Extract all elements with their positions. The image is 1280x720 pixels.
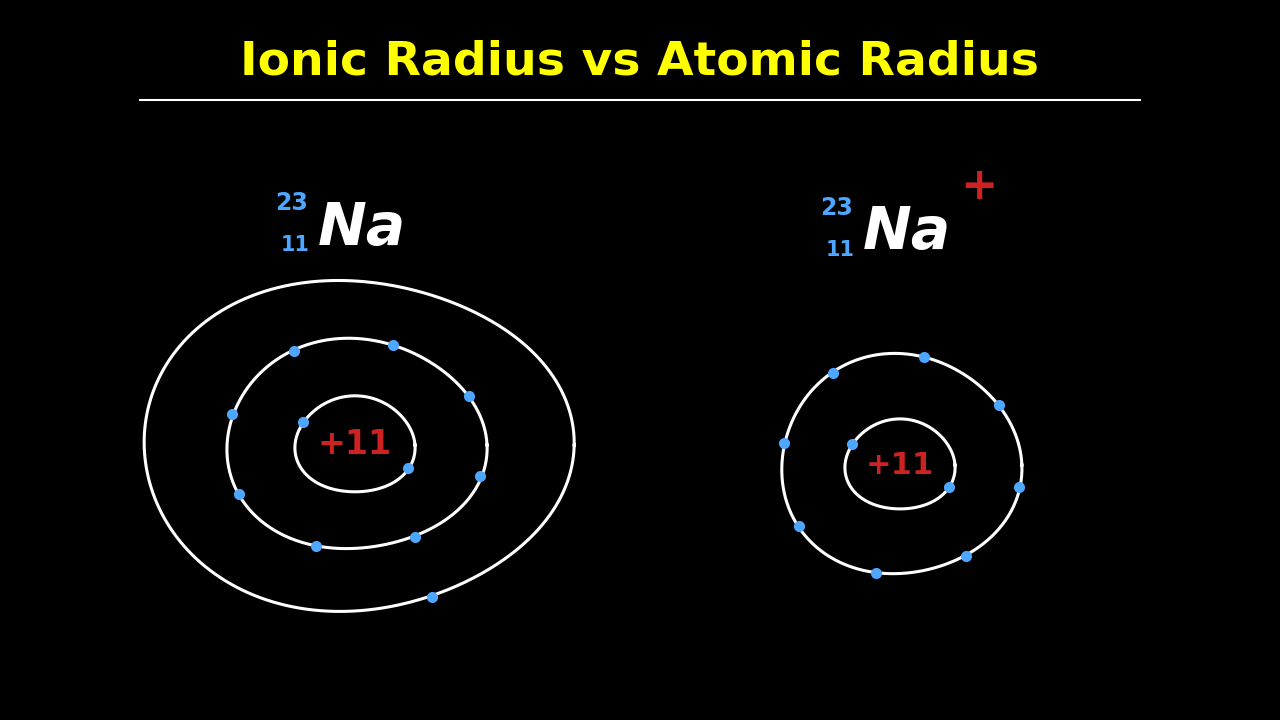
Text: 11: 11 — [282, 235, 310, 255]
Text: 11: 11 — [826, 240, 855, 260]
Text: Na: Na — [317, 199, 406, 256]
Text: 23: 23 — [275, 191, 308, 215]
Text: +: + — [960, 165, 997, 208]
Text: 23: 23 — [820, 196, 852, 220]
Text: Ionic Radius vs Atomic Radius: Ionic Radius vs Atomic Radius — [241, 40, 1039, 84]
Text: Na: Na — [863, 204, 951, 261]
Text: +11: +11 — [867, 451, 934, 480]
Text: +11: +11 — [317, 428, 392, 462]
